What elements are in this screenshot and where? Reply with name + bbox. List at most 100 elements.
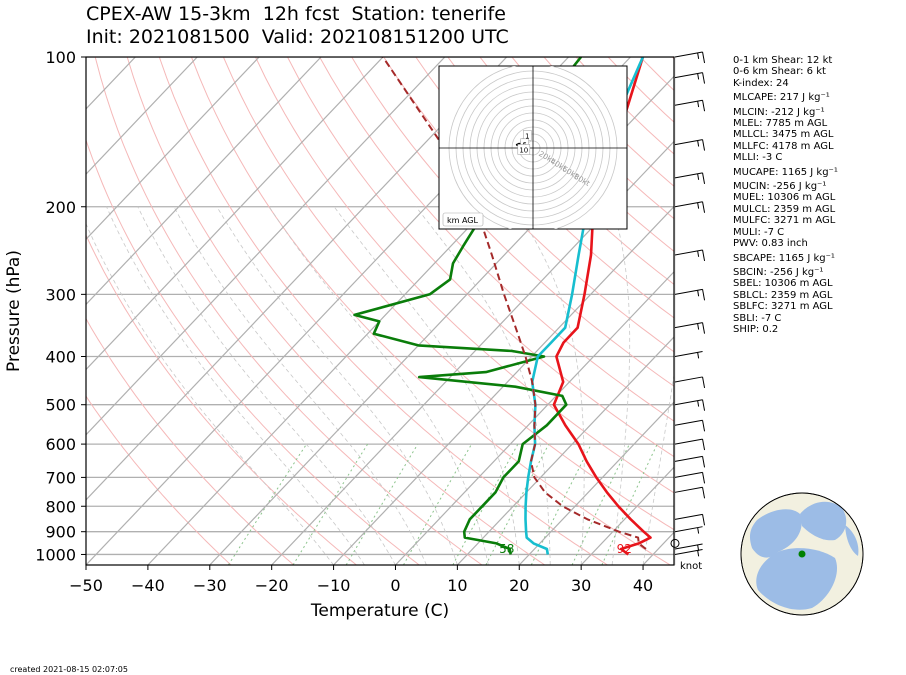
plot-frame [85, 56, 675, 566]
isotherm-line [86, 57, 384, 371]
barb-shaft [674, 51, 703, 58]
barb-half-flag [697, 323, 700, 330]
x-tick-label: −30 [193, 576, 227, 595]
barb-half-flag [697, 544, 700, 551]
dry-adiabat [319, 57, 674, 422]
barb-shaft [674, 399, 703, 406]
chart-title: CPEX-AW 15-3km 12h fcst Station: tenerif… [86, 3, 506, 25]
y-tick-label: 600 [45, 435, 76, 454]
stat-line: MLLCL: 3475 m AGL [733, 129, 834, 141]
wind-barbs [670, 51, 706, 565]
barb-flag [702, 72, 706, 84]
isotherm-line [333, 205, 674, 565]
x-tick-label: 0 [390, 576, 400, 595]
dry-adiabat [865, 57, 906, 565]
y-tick-label: 200 [45, 198, 76, 217]
barb-shaft [674, 350, 703, 357]
barb-half-flag [697, 52, 700, 59]
moist-adiabat [642, 372, 674, 565]
barb-flag [702, 172, 706, 184]
barb-shaft [674, 172, 703, 179]
barb-shaft [674, 438, 703, 445]
barb-flag [702, 289, 706, 301]
barb-half-flag [697, 173, 700, 180]
stat-line: MLLFC: 4178 m AGL [733, 140, 834, 152]
moist-adiabat [86, 222, 334, 565]
created-timestamp: created 2021-08-15 02:07:05 [10, 665, 128, 674]
chart-subtitle: Init: 2021081500 Valid: 202108151200 UTC [86, 26, 509, 48]
x-tick-label: −20 [255, 576, 289, 595]
stat-line: SHIP: 0.2 [733, 323, 779, 335]
y-tick-label: 100 [45, 48, 76, 67]
y-tick-label: 800 [45, 497, 76, 516]
wind-barb [674, 322, 706, 334]
barb-half-flag [697, 352, 700, 359]
wind-barb [670, 538, 680, 548]
barb-flag [702, 139, 706, 151]
wind-barb [674, 399, 706, 411]
barb-shaft [674, 419, 703, 426]
isotherm-line [86, 57, 322, 306]
hodograph-legend-box [442, 212, 484, 227]
stat-line: 0-1 km Shear: 12 kt [733, 55, 833, 66]
ocean-shape [749, 509, 802, 558]
stat-line: SBLCL: 2359 m AGL [733, 289, 833, 301]
wind-barb [674, 455, 706, 468]
wind-barb [674, 526, 703, 534]
wind-barb [674, 350, 703, 359]
x-tick-label: 30 [571, 576, 591, 595]
isotherm-line [580, 466, 674, 565]
dry-adiabat [351, 57, 674, 387]
barb-shaft [674, 455, 703, 462]
wind-barb [674, 288, 706, 301]
stat-line: MUEL: 10306 m AGL [733, 192, 836, 204]
globe-locator [740, 492, 864, 616]
barb-half-flag [697, 550, 700, 557]
barb-shaft [674, 543, 703, 550]
stat-line: MLCIN: -212 J kg⁻¹ [733, 106, 825, 118]
barb-half-flag [697, 202, 700, 209]
hodograph-inset: 20kt40kt60kt80kt1610km AGL [438, 65, 628, 230]
dry-adiabat [94, 57, 483, 565]
stat-line: MUCIN: -256 J kg⁻¹ [733, 181, 827, 193]
barb-flag [702, 322, 706, 334]
wind-barb [674, 471, 706, 484]
barb-flag [702, 420, 706, 432]
ocean-shape [756, 548, 838, 610]
barb-shaft [674, 548, 703, 555]
surface-temp-label: 92 [617, 542, 632, 556]
stat-line: SBCAPE: 1165 J kg⁻¹ [733, 252, 835, 264]
isotherm-line [456, 336, 674, 565]
y-tick-label: 300 [45, 285, 76, 304]
barb-shaft [674, 139, 703, 146]
isotherm-line [86, 57, 198, 175]
wind-barb [674, 72, 706, 84]
mixing-ratio-line [571, 443, 630, 565]
y-tick-label: 500 [45, 396, 76, 415]
dry-adiabat [86, 233, 357, 565]
barb-shaft [674, 249, 703, 256]
moist-adiabat [333, 206, 520, 565]
stats-panel: 0-1 km Shear: 12 kt 0-6 km Shear: 6 kt K-i… [733, 55, 838, 335]
isotherm-line [86, 57, 260, 241]
mixing-ratio-line [227, 443, 307, 565]
moist-adiabat [173, 206, 427, 565]
barb-flag [702, 376, 706, 389]
barb-half-flag [697, 101, 700, 108]
wind-unit-label: knot [680, 561, 702, 572]
isotherm-line [86, 57, 446, 436]
x-tick-label: 40 [633, 576, 653, 595]
dry-adiabat [833, 57, 906, 565]
barb-shaft [674, 513, 703, 520]
y-tick-label: 700 [45, 468, 76, 487]
wind-barb [674, 419, 706, 432]
station-marker [798, 550, 806, 558]
mixing-ratio-line [292, 443, 369, 565]
x-tick-label: 10 [447, 576, 467, 595]
barb-flag [702, 456, 706, 468]
dry-adiabat [126, 57, 545, 565]
y-tick-label: 1000 [35, 545, 76, 564]
x-tick-label: 20 [509, 576, 529, 595]
ocean-shape [800, 501, 847, 541]
